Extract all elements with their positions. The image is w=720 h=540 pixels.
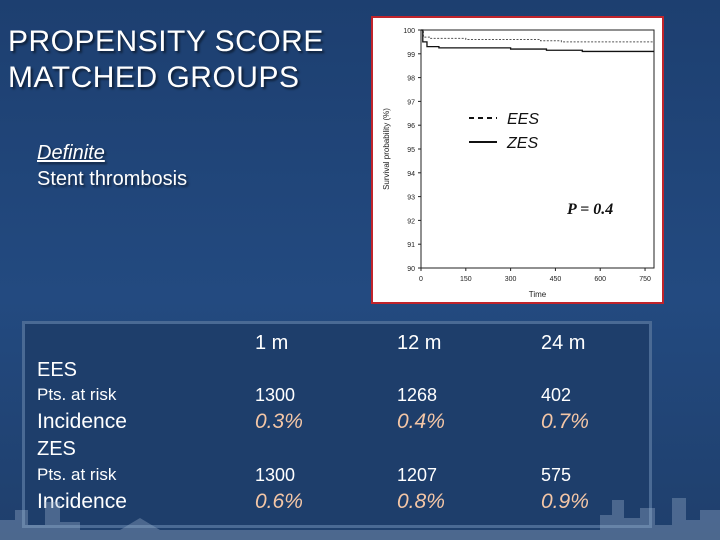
- header-1m: 1 m: [255, 332, 289, 354]
- zes-risk-label: Pts. at risk: [37, 465, 117, 484]
- ees-incidence-12m: 0.4%: [397, 410, 445, 433]
- ees-risk-1m: 1300: [255, 385, 296, 405]
- x-tick-label: 750: [639, 276, 651, 283]
- y-tick-label: 100: [403, 28, 415, 35]
- y-tick-label: 94: [407, 171, 415, 178]
- group-ees-label: EES: [37, 359, 78, 381]
- zes-incidence-label: Incidence: [37, 490, 127, 513]
- slide-subtitle: Definite Stent thrombosis: [37, 140, 187, 192]
- header-24m: 24 m: [541, 332, 586, 354]
- subtitle-definite: Definite: [37, 142, 105, 164]
- series-line-ees: [421, 29, 654, 43]
- title-line-2: MATCHED GROUPS: [8, 61, 300, 94]
- survival-chart: 90 91 92 93 94 95 96 97 98 99 100 0 150 300 450 600 750 T…: [371, 16, 664, 304]
- x-tick-label: 150: [460, 276, 472, 283]
- x-axis-label: Time: [529, 290, 547, 299]
- y-tick-label: 95: [407, 147, 415, 154]
- series-line-zes: [421, 29, 654, 53]
- y-tick-label: 96: [407, 123, 415, 130]
- y-axis-label: Survival probability (%): [382, 108, 391, 190]
- legend-label-zes: ZES: [506, 135, 538, 152]
- zes-incidence-1m: 0.6%: [255, 490, 303, 513]
- x-tick-label: 600: [594, 276, 606, 283]
- slide-title: PROPENSITY SCORE MATCHED GROUPS: [8, 24, 324, 96]
- results-table: 1 m 12 m 24 m EES Pts. at risk 1300 1268…: [22, 321, 652, 528]
- y-tick-label: 99: [407, 52, 415, 59]
- y-tick-label: 91: [407, 242, 415, 249]
- legend-label-ees: EES: [507, 111, 539, 128]
- ees-risk-24m: 402: [541, 385, 572, 405]
- survival-chart-svg: 90 91 92 93 94 95 96 97 98 99 100 0 150 300 450 600 750 T…: [382, 28, 655, 299]
- zes-incidence-12m: 0.8%: [397, 490, 445, 513]
- y-tick-label: 98: [407, 76, 415, 83]
- zes-risk-1m: 1300: [255, 465, 296, 485]
- subtitle-stent-thrombosis: Stent thrombosis: [37, 168, 188, 190]
- ees-incidence-24m: 0.7%: [541, 410, 589, 433]
- y-tick-label: 90: [407, 266, 415, 273]
- x-tick-label: 300: [505, 276, 517, 283]
- title-line-1: PROPENSITY SCORE: [8, 25, 324, 58]
- zes-incidence-24m: 0.9%: [541, 490, 589, 513]
- ees-risk-12m: 1268: [397, 385, 438, 405]
- group-zes-label: ZES: [37, 438, 76, 460]
- city-skyline-decoration: [0, 498, 720, 540]
- ees-incidence-label: Incidence: [37, 410, 127, 433]
- p-value-label: P = 0.4: [566, 201, 613, 218]
- y-tick-label: 97: [407, 99, 415, 106]
- ees-incidence-1m: 0.3%: [255, 410, 303, 433]
- y-tick-label: 93: [407, 195, 415, 202]
- zes-risk-12m: 1207: [397, 465, 438, 485]
- zes-risk-24m: 575: [541, 465, 572, 485]
- header-12m: 12 m: [397, 332, 442, 354]
- y-tick-label: 92: [407, 218, 415, 225]
- x-tick-label: 0: [419, 276, 423, 283]
- x-tick-label: 450: [550, 276, 562, 283]
- ees-risk-label: Pts. at risk: [37, 385, 117, 404]
